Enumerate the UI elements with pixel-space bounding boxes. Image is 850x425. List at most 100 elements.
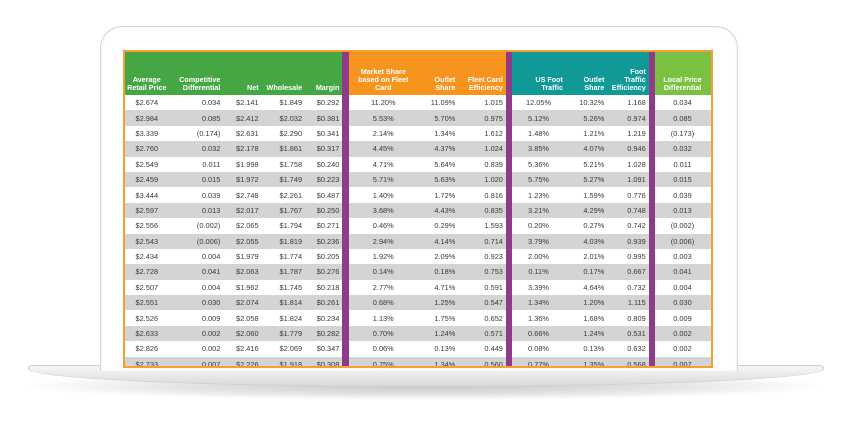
cell-retail-price: $2.633	[125, 325, 170, 342]
cell-market-share: 2.77%	[348, 279, 419, 296]
column-divider	[648, 202, 655, 219]
cell-competitive-differential: 0.004	[169, 248, 224, 265]
cell-net: $2.063	[223, 264, 262, 280]
cell-competitive-differential: (0.174)	[169, 125, 224, 142]
table-row: $2.760 0.032 $2.178 $1.861 $0.317 4.45% 4.37% 1…	[125, 141, 711, 157]
cell-market-share: 0.70%	[348, 325, 419, 342]
cell-us-foot-traffic: 1.48%	[512, 125, 566, 142]
cell-us-foot-traffic: 0.20%	[512, 218, 566, 234]
column-divider	[342, 171, 349, 188]
cell-retail-price: $2.549	[125, 156, 170, 172]
cell-foot-traffic-efficiency: 0.742	[607, 218, 649, 234]
cell-retail-price: $3.444	[125, 187, 170, 203]
cell-market-share: 0.68%	[348, 295, 419, 311]
cell-margin: $0.250	[305, 202, 343, 219]
column-divider	[342, 125, 349, 142]
cell-us-foot-traffic: 5.75%	[512, 171, 566, 188]
column-divider	[505, 202, 513, 219]
table-row: $2.674 0.034 $2.141 $1.849 $0.292 11.20% 11.09…	[125, 95, 711, 111]
cell-local-price-differential: 0.030	[654, 295, 711, 311]
cell-outlet-share-foot: 1.20%	[565, 295, 608, 311]
table-row: $2.633 0.002 $2.060 $1.779 $0.282 0.70% 1.24% 0…	[125, 325, 711, 342]
cell-outlet-share-foot: 4.64%	[565, 279, 608, 296]
cell-outlet-share-fleet: 11.09%	[418, 95, 459, 111]
column-divider	[342, 295, 349, 311]
cell-outlet-share-foot: 1.68%	[565, 310, 608, 326]
cell-fleet-card-efficiency: 0.652	[458, 310, 506, 326]
cell-local-price-differential: 0.015	[654, 171, 711, 188]
cell-outlet-share-foot: 5.27%	[565, 171, 608, 188]
cell-outlet-share-foot: 4.03%	[565, 233, 608, 249]
column-divider	[342, 187, 349, 203]
column-divider	[342, 233, 349, 249]
cell-competitive-differential: 0.039	[169, 187, 224, 203]
cell-net: $2.141	[223, 95, 262, 111]
cell-retail-price: $2.984	[125, 110, 170, 126]
cell-outlet-share-fleet: 1.25%	[418, 295, 459, 311]
table-header-row: Average Retail Price Competitive Differe…	[125, 52, 711, 95]
cell-competitive-differential: 0.085	[169, 110, 224, 126]
column-divider	[342, 325, 349, 342]
cell-retail-price: $2.826	[125, 341, 170, 357]
cell-net: $2.412	[223, 110, 262, 126]
column-divider	[342, 341, 349, 357]
cell-market-share: 1.40%	[348, 187, 419, 203]
cell-foot-traffic-efficiency: 0.809	[607, 310, 649, 326]
cell-outlet-share-foot: 10.32%	[565, 95, 608, 111]
cell-market-share: 4.71%	[348, 156, 419, 172]
column-divider	[648, 95, 655, 111]
column-divider	[342, 310, 349, 326]
cell-us-foot-traffic: 1.34%	[512, 295, 566, 311]
column-divider	[342, 110, 349, 126]
header-us-foot-traffic: US Foot Traffic	[512, 52, 566, 95]
cell-margin: $0.308	[305, 356, 343, 366]
cell-outlet-share-fleet: 0.29%	[418, 218, 459, 234]
cell-wholesale: $2.069	[261, 341, 306, 357]
cell-margin: $0.271	[305, 218, 343, 234]
cell-foot-traffic-efficiency: 0.531	[607, 325, 649, 342]
column-divider	[505, 187, 513, 203]
column-divider	[342, 356, 349, 366]
cell-us-foot-traffic: 0.66%	[512, 325, 566, 342]
cell-margin: $0.218	[305, 279, 343, 296]
cell-foot-traffic-efficiency: 1.168	[607, 95, 649, 111]
cell-fleet-card-efficiency: 1.593	[458, 218, 506, 234]
cell-outlet-share-fleet: 1.24%	[418, 325, 459, 342]
table-row: $2.597 0.013 $2.017 $1.767 $0.250 3.68% 4.43% 0…	[125, 202, 711, 219]
cell-outlet-share-fleet: 1.72%	[418, 187, 459, 203]
cell-margin: $0.223	[305, 171, 343, 188]
cell-wholesale: $1.824	[261, 310, 306, 326]
cell-wholesale: $1.779	[261, 325, 306, 342]
cell-market-share: 11.20%	[348, 95, 419, 111]
column-divider	[342, 202, 349, 219]
cell-competitive-differential: 0.032	[169, 141, 224, 157]
cell-margin: $0.276	[305, 264, 343, 280]
column-divider	[648, 187, 655, 203]
cell-outlet-share-fleet: 1.34%	[418, 125, 459, 142]
cell-margin: $0.347	[305, 341, 343, 357]
cell-wholesale: $1.849	[261, 95, 306, 111]
cell-wholesale: $2.261	[261, 187, 306, 203]
column-divider	[505, 110, 513, 126]
cell-local-price-differential: 0.003	[654, 248, 711, 265]
table-row: $2.733 0.007 $2.226 $1.918 $0.308 0.75% 1.34% 0…	[125, 356, 711, 366]
cell-foot-traffic-efficiency: 0.946	[607, 141, 649, 157]
cell-local-price-differential: (0.006)	[654, 233, 711, 249]
cell-net: $1.962	[223, 279, 262, 296]
cell-outlet-share-fleet: 5.70%	[418, 110, 459, 126]
cell-market-share: 4.45%	[348, 141, 419, 157]
cell-foot-traffic-efficiency: 0.632	[607, 341, 649, 357]
cell-market-share: 0.75%	[348, 356, 419, 366]
cell-margin: $0.240	[305, 156, 343, 172]
cell-net: $2.060	[223, 325, 262, 342]
cell-foot-traffic-efficiency: 0.974	[607, 110, 649, 126]
table-row: $2.526 0.009 $2.058 $1.824 $0.234 1.13% 1.75% 0…	[125, 310, 711, 326]
cell-competitive-differential: 0.041	[169, 264, 224, 280]
header-outlet-share-fleet: Outlet Share	[418, 52, 459, 95]
cell-retail-price: $2.526	[125, 310, 170, 326]
cell-market-share: 0.46%	[348, 218, 419, 234]
cell-retail-price: $2.728	[125, 264, 170, 280]
cell-margin: $0.381	[305, 110, 343, 126]
cell-outlet-share-foot: 4.07%	[565, 141, 608, 157]
column-divider	[648, 295, 655, 311]
